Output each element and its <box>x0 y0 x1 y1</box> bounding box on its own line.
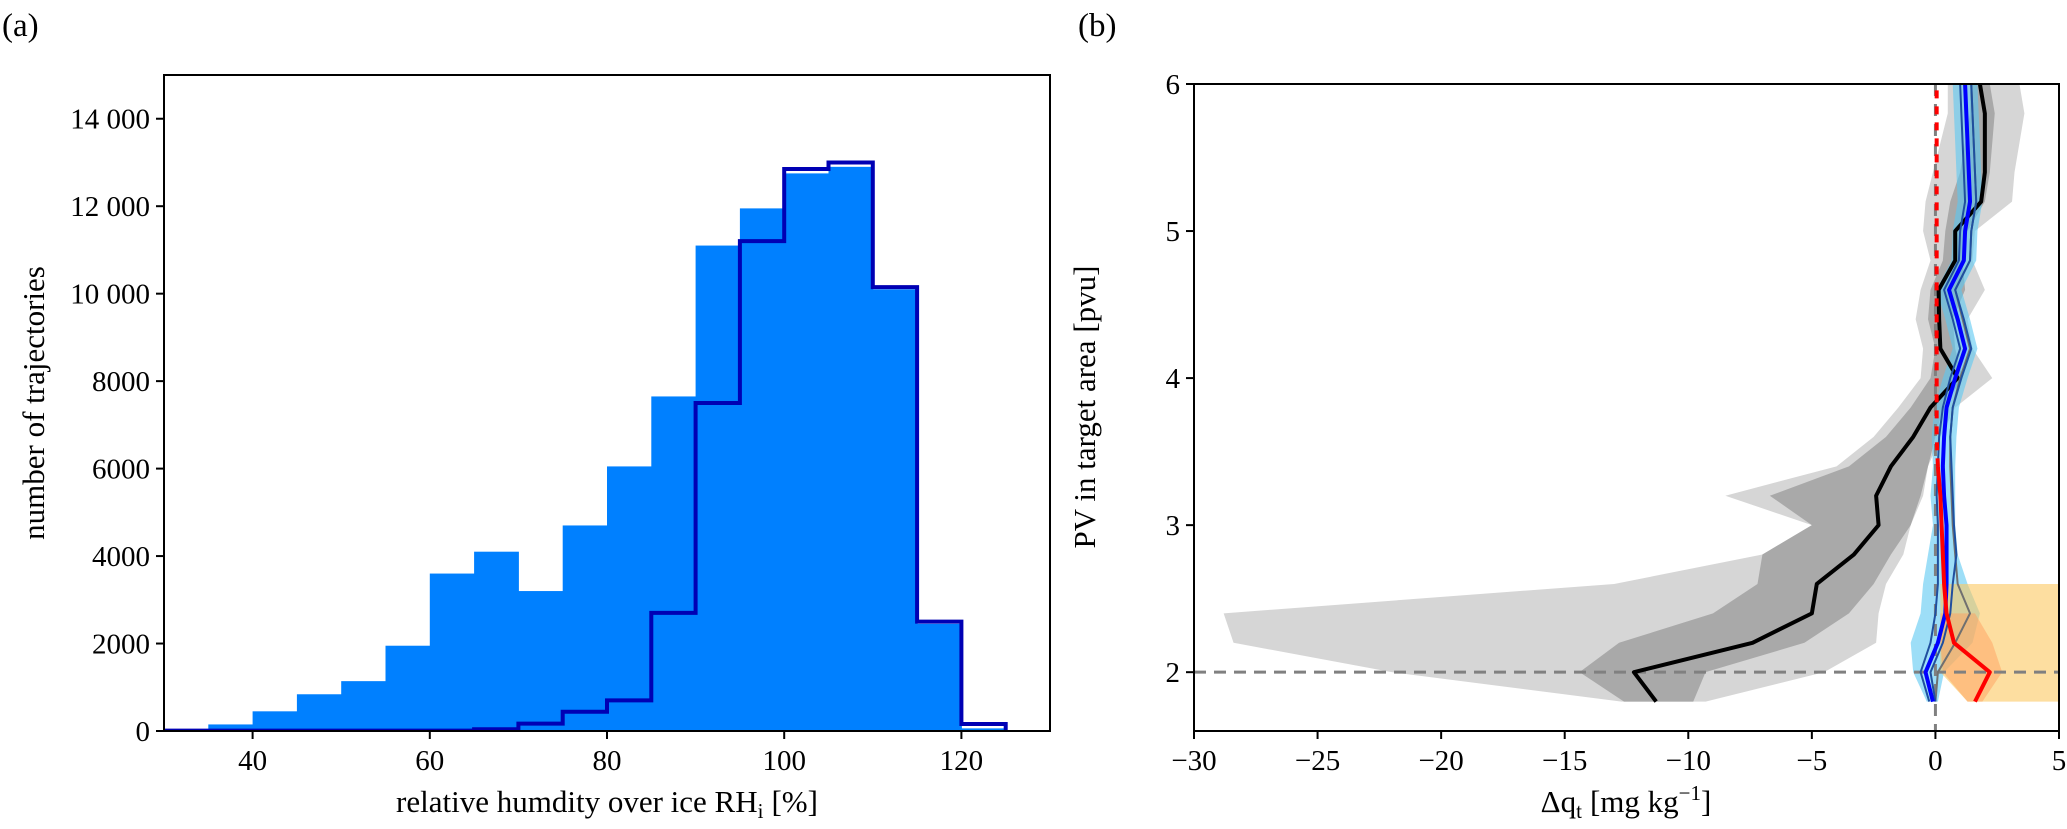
x-tick-label: 60 <box>415 745 444 777</box>
histogram-bar <box>296 694 342 731</box>
panel-b-ticks: −30 −25 −20 −15 −10 −5 0 5 2 3 4 5 6 <box>1166 69 2067 777</box>
red-line <box>1935 466 1992 703</box>
x-tick-label: −10 <box>1666 745 1711 777</box>
y-tick-label: 4 <box>1166 363 1181 395</box>
histogram-bar <box>208 724 254 731</box>
y-tick-label: 14 000 <box>70 104 150 136</box>
panel-b-frame <box>1193 83 2060 732</box>
y-tick-label: 8000 <box>92 366 150 398</box>
histogram-bar <box>252 711 298 731</box>
x-tick-label: 0 <box>1928 745 1943 777</box>
x-tick-label: −20 <box>1418 745 1463 777</box>
x-tick-label: −5 <box>1796 745 1827 777</box>
histogram-bar <box>961 728 1007 731</box>
xlabel-subscript: i <box>758 799 764 823</box>
x-tick-label: 100 <box>762 745 806 777</box>
histogram-bar <box>518 591 564 731</box>
xlabel-main: Δq <box>1541 784 1576 819</box>
histogram-bar <box>607 466 652 731</box>
histogram-bar <box>917 623 962 731</box>
xlabel-main: relative humdity over ice RH <box>396 784 758 819</box>
x-tick-label: −15 <box>1542 745 1587 777</box>
histogram-bar <box>784 173 829 731</box>
y-tick-label: 5 <box>1166 216 1181 248</box>
x-tick-label: 120 <box>940 745 984 777</box>
histogram-bar <box>562 525 608 731</box>
histogram-bar <box>429 573 475 731</box>
x-tick-label: 80 <box>593 745 622 777</box>
y-tick-label: 3 <box>1166 510 1181 542</box>
x-tick-label: 5 <box>2052 745 2067 777</box>
y-tick-label: 6000 <box>92 454 150 486</box>
panel-b-xlabel: Δqt [mg kg−1] <box>1541 781 1712 823</box>
histogram-bar <box>872 289 918 731</box>
thin-navy-lower-line <box>1919 84 1967 702</box>
xlabel-unit: [%] <box>771 784 817 819</box>
histogram-bar <box>739 208 785 731</box>
panel-a-label: (a) <box>2 8 39 44</box>
xlabel-superscript: −1 <box>1679 781 1701 805</box>
panel-a-xlabel: relative humdity over ice RHi [%] <box>396 784 818 823</box>
black-outer-range-band <box>1223 84 2025 702</box>
thin-navy-upper-line <box>1929 84 1978 702</box>
histogram-bar <box>695 245 741 731</box>
y-tick-label: 10 000 <box>70 279 150 311</box>
black-line <box>1631 84 1987 703</box>
y-tick-label: 2000 <box>92 629 150 661</box>
histogram-bar <box>651 396 697 731</box>
y-tick-label: 0 <box>136 716 151 748</box>
panel-a-ticks: 40 60 80 100 120 0 2000 4000 6000 8000 10 000 12 00… <box>70 104 983 777</box>
histogram-bar <box>385 645 431 731</box>
histogram-bar <box>341 681 386 731</box>
histogram-bars <box>164 160 1008 731</box>
panel-b-profile: (b) −30 −25 −20 −15 −10 −5 0 5 2 3 4 5 6 PV in targe… <box>1067 8 2066 823</box>
x-tick-label: −25 <box>1295 745 1340 777</box>
black-inner-range-band <box>1579 84 1995 702</box>
histogram-bar <box>474 551 519 731</box>
y-tick-label: 6 <box>1166 69 1181 101</box>
histogram-bar <box>828 166 874 731</box>
panel-a-histogram: (a) 40 60 80 100 120 0 2000 4000 6000 8000 10 000 1… <box>2 8 1051 823</box>
y-tick-label: 2 <box>1166 657 1181 689</box>
panel-a-ylabel: number of trajectories <box>16 266 51 540</box>
y-tick-label: 12 000 <box>70 191 150 223</box>
xlabel-subscript: t <box>1576 799 1582 823</box>
xlabel-unit-pre: [mg kg <box>1590 784 1679 819</box>
y-tick-label: 4000 <box>92 541 150 573</box>
panel-b-ylabel: PV in target area [pvu] <box>1067 266 1102 549</box>
x-tick-label: 40 <box>238 745 267 777</box>
x-tick-label: −30 <box>1171 745 1216 777</box>
profile-plot <box>1194 84 2059 731</box>
xlabel-unit-post: ] <box>1701 784 1711 819</box>
panel-b-label: (b) <box>1078 8 1116 44</box>
